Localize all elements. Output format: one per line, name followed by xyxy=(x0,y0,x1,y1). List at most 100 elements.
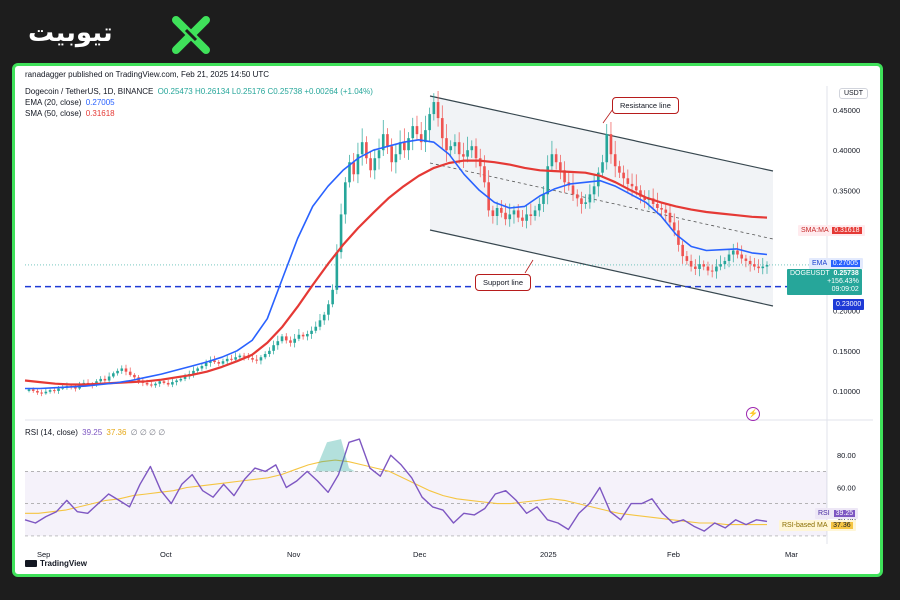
candle[interactable] xyxy=(449,146,453,151)
candle[interactable] xyxy=(238,355,242,358)
candle[interactable] xyxy=(61,387,65,389)
candle[interactable] xyxy=(702,264,706,267)
candle[interactable] xyxy=(609,134,613,155)
tradingview-footer[interactable]: TradingView xyxy=(25,559,87,568)
candle[interactable] xyxy=(685,256,689,261)
candle[interactable] xyxy=(230,358,233,360)
candle[interactable] xyxy=(99,378,102,382)
candle[interactable] xyxy=(314,326,318,331)
rsi-line[interactable] xyxy=(24,438,768,532)
candle[interactable] xyxy=(339,214,343,253)
candle[interactable] xyxy=(643,196,647,200)
resistance-line[interactable] xyxy=(429,95,774,172)
candle[interactable] xyxy=(677,230,680,245)
candle[interactable] xyxy=(630,183,634,187)
candle[interactable] xyxy=(381,134,385,151)
candle[interactable] xyxy=(217,362,221,364)
candle[interactable] xyxy=(158,381,162,384)
candle[interactable] xyxy=(563,170,566,183)
candle[interactable] xyxy=(504,212,507,220)
candle[interactable] xyxy=(369,158,372,171)
candle[interactable] xyxy=(694,266,697,269)
candle[interactable] xyxy=(263,354,267,358)
candle[interactable] xyxy=(276,341,280,346)
candle[interactable] xyxy=(580,198,583,204)
candle[interactable] xyxy=(200,366,204,369)
candle[interactable] xyxy=(251,358,254,360)
candle[interactable] xyxy=(736,250,739,255)
candle[interactable] xyxy=(613,154,617,167)
candle[interactable] xyxy=(753,264,756,267)
candle[interactable] xyxy=(584,202,587,204)
candle[interactable] xyxy=(327,304,330,315)
candle[interactable] xyxy=(727,254,731,261)
candle[interactable] xyxy=(597,172,600,187)
candle[interactable] xyxy=(373,158,377,171)
candle[interactable] xyxy=(715,266,718,272)
candle[interactable] xyxy=(356,154,360,175)
candle[interactable] xyxy=(474,146,478,159)
candle[interactable] xyxy=(124,368,128,372)
candle[interactable] xyxy=(183,376,187,379)
candle[interactable] xyxy=(495,207,499,216)
candle[interactable] xyxy=(284,336,288,341)
candle[interactable] xyxy=(723,260,727,265)
candle[interactable] xyxy=(626,178,630,184)
candle[interactable] xyxy=(166,382,170,385)
candle[interactable] xyxy=(74,386,77,389)
candle[interactable] xyxy=(744,258,748,261)
candle[interactable] xyxy=(453,142,457,147)
candle[interactable] xyxy=(365,142,368,159)
candle[interactable] xyxy=(656,203,659,208)
candle[interactable] xyxy=(52,390,56,392)
candle[interactable] xyxy=(740,254,744,259)
candle[interactable] xyxy=(213,360,216,363)
candle[interactable] xyxy=(116,370,119,374)
candle[interactable] xyxy=(145,382,149,385)
candle[interactable] xyxy=(432,102,436,115)
candle[interactable] xyxy=(44,391,48,394)
candle[interactable] xyxy=(550,154,554,167)
candle[interactable] xyxy=(234,357,237,360)
candle[interactable] xyxy=(204,362,208,367)
candle[interactable] xyxy=(398,142,402,155)
candle[interactable] xyxy=(48,390,52,392)
candle[interactable] xyxy=(103,378,107,381)
candle[interactable] xyxy=(592,186,596,195)
candle[interactable] xyxy=(424,130,427,143)
candle[interactable] xyxy=(440,118,444,139)
candle[interactable] xyxy=(280,336,284,342)
candle[interactable] xyxy=(318,320,322,327)
candle[interactable] xyxy=(107,376,111,381)
candle[interactable] xyxy=(196,368,199,371)
candle[interactable] xyxy=(293,338,296,343)
candle[interactable] xyxy=(428,114,431,131)
candle[interactable] xyxy=(525,214,528,221)
candle[interactable] xyxy=(179,378,183,381)
candle[interactable] xyxy=(112,373,115,377)
candle[interactable] xyxy=(171,382,174,385)
candle[interactable] xyxy=(120,368,124,371)
candle[interactable] xyxy=(719,264,722,267)
candle[interactable] xyxy=(259,357,263,361)
candle[interactable] xyxy=(162,381,166,383)
candle[interactable] xyxy=(377,150,381,159)
candle[interactable] xyxy=(149,384,153,386)
candle[interactable] xyxy=(761,266,765,269)
candle[interactable] xyxy=(605,134,609,163)
candle[interactable] xyxy=(225,358,229,362)
candle[interactable] xyxy=(554,154,558,163)
candle[interactable] xyxy=(310,330,313,334)
candle[interactable] xyxy=(128,371,132,375)
candle[interactable] xyxy=(765,264,769,267)
candle[interactable] xyxy=(622,172,625,179)
candle[interactable] xyxy=(154,383,157,386)
candle[interactable] xyxy=(575,194,579,199)
candle[interactable] xyxy=(419,134,423,143)
candle[interactable] xyxy=(175,380,178,383)
candle[interactable] xyxy=(133,374,136,378)
candle[interactable] xyxy=(757,266,760,269)
candle[interactable] xyxy=(508,214,512,220)
candle[interactable] xyxy=(698,264,701,269)
candle[interactable] xyxy=(748,260,752,265)
